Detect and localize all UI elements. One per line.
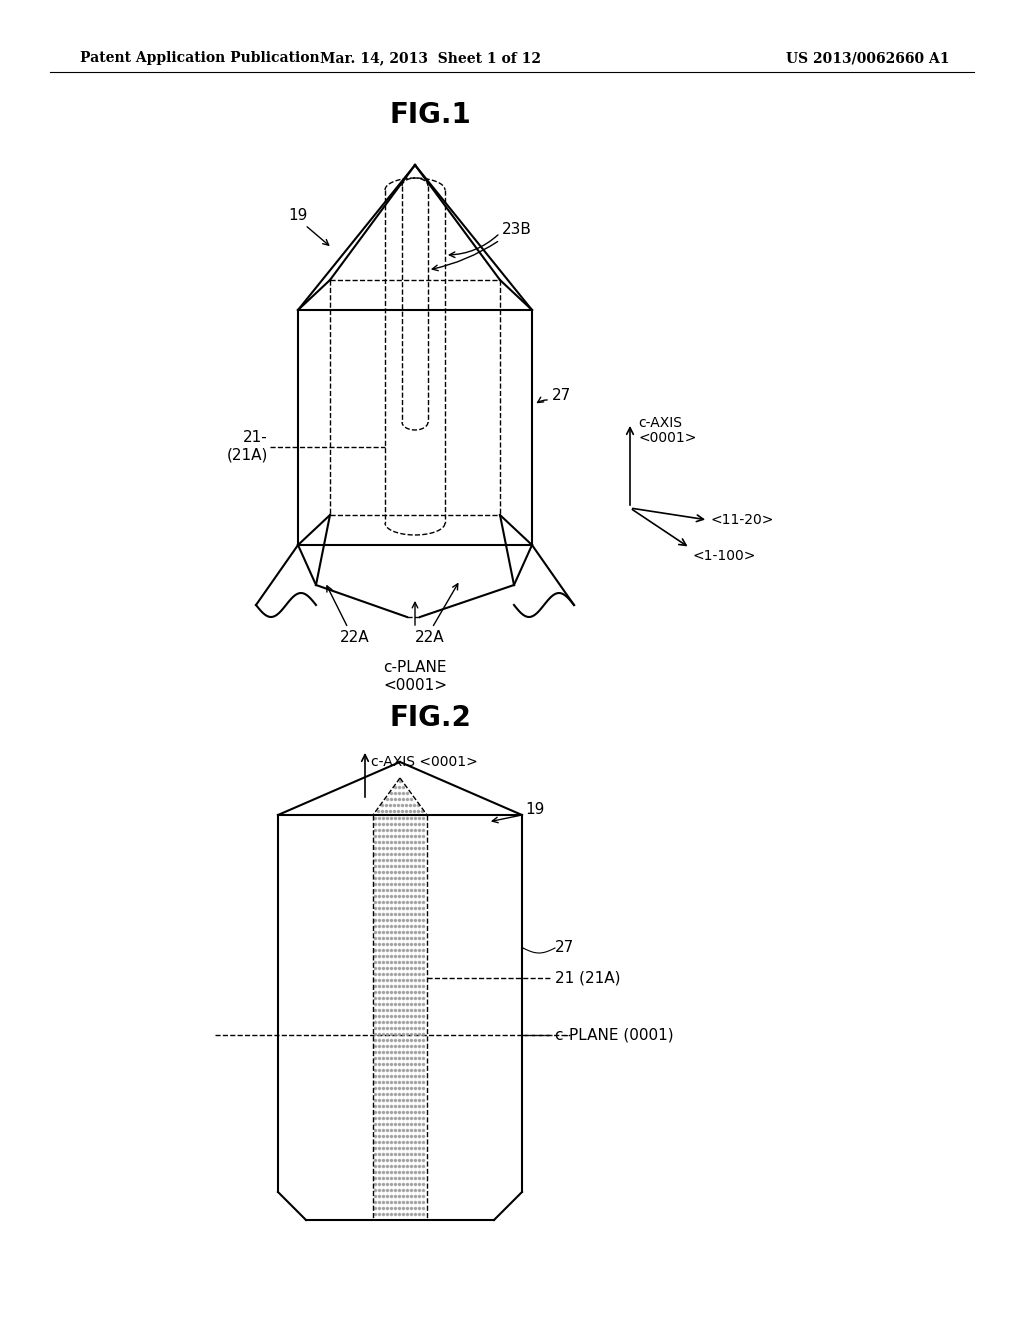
Text: c-AXIS <0001>: c-AXIS <0001> xyxy=(371,755,478,770)
Text: 21 (21A): 21 (21A) xyxy=(555,970,621,986)
Text: <0001>: <0001> xyxy=(638,432,696,445)
Text: 19: 19 xyxy=(525,803,545,817)
Text: 21-: 21- xyxy=(244,430,268,446)
Text: 23B: 23B xyxy=(502,223,531,238)
Text: <11-20>: <11-20> xyxy=(710,513,773,527)
Text: 27: 27 xyxy=(555,940,574,956)
Text: <1-100>: <1-100> xyxy=(692,549,756,564)
Text: 22A: 22A xyxy=(415,631,444,645)
Text: <0001>: <0001> xyxy=(383,677,447,693)
Text: c-AXIS: c-AXIS xyxy=(638,416,682,430)
Text: Mar. 14, 2013  Sheet 1 of 12: Mar. 14, 2013 Sheet 1 of 12 xyxy=(319,51,541,65)
Text: FIG.1: FIG.1 xyxy=(389,102,471,129)
Text: 27: 27 xyxy=(552,388,571,403)
Text: 19: 19 xyxy=(288,207,307,223)
Text: c-PLANE (0001): c-PLANE (0001) xyxy=(555,1027,674,1043)
Text: 22A: 22A xyxy=(340,631,370,645)
Text: US 2013/0062660 A1: US 2013/0062660 A1 xyxy=(786,51,950,65)
Text: Patent Application Publication: Patent Application Publication xyxy=(80,51,319,65)
Text: FIG.2: FIG.2 xyxy=(389,704,471,733)
Text: c-PLANE: c-PLANE xyxy=(383,660,446,676)
Text: (21A): (21A) xyxy=(226,447,268,462)
